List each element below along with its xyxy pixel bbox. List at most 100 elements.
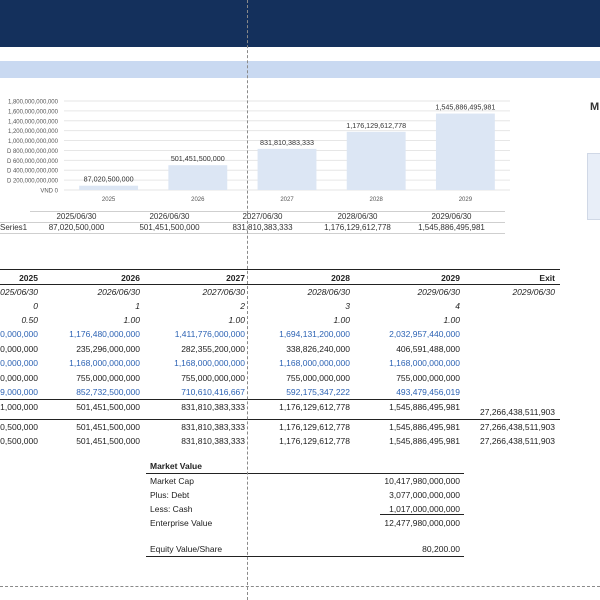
table-rule: [0, 399, 460, 400]
market-item-value: 1,017,000,000,000: [389, 504, 460, 514]
period-date: 2025/06/30: [0, 287, 38, 297]
year-header: 2026: [121, 273, 140, 283]
cash-flow-cell: 852,732,500,000: [76, 387, 140, 397]
table-rule: [0, 269, 560, 270]
exit-value: 27,266,438,511,903: [480, 407, 555, 417]
period-index: 2: [240, 301, 245, 311]
total-cell: 1,545,886,495,981: [389, 436, 460, 446]
cash-flow-cell: 1,168,000,000,000: [389, 358, 460, 368]
year-fraction: 1.00: [228, 315, 245, 325]
chart-table-date: 2025/06/30: [56, 212, 97, 221]
cash-flow-cell: 501,451,500,000: [76, 401, 140, 412]
data-label: 87,020,500,000: [84, 175, 134, 184]
side-panel-title: M: [590, 101, 600, 113]
period-index: 3: [345, 301, 350, 311]
year-header: Exit: [539, 273, 555, 283]
year-header: 2029: [441, 273, 460, 283]
period-date: 2029/06/30: [417, 287, 460, 297]
table-gridline: [0, 222, 505, 223]
cash-flow-cell: 755,000,000,000: [396, 372, 460, 383]
cash-flow-cell: 1,411,776,000,000: [174, 329, 245, 339]
chart-table-value: 1,176,129,612,778: [324, 223, 391, 232]
market-item-value: 10,417,980,000,000: [384, 476, 460, 486]
total-cell: 831,810,383,333: [181, 422, 245, 432]
header-banner: [0, 0, 600, 47]
year-header: 2025: [19, 273, 38, 283]
market-rule: [380, 514, 464, 515]
cash-flow-cell: 592,175,347,222: [286, 387, 350, 397]
bar: [79, 185, 139, 190]
cash-flow-cell: 755,000,000,000: [181, 372, 245, 383]
period-date: 2027/06/30: [202, 287, 245, 297]
x-tick-label: 2027: [280, 197, 294, 203]
year-header: 2027: [226, 273, 245, 283]
cash-flow-cell: 1,168,000,000,000: [174, 358, 245, 368]
period-date: 2029/06/30: [512, 287, 555, 297]
total-cell: 1,545,886,495,981: [389, 422, 460, 432]
market-rule: [146, 556, 464, 557]
data-label: 1,176,129,612,778: [346, 121, 406, 130]
chart-table-value: 1,545,886,495,981: [418, 223, 485, 232]
section-band: [0, 61, 600, 78]
chart-table-date: 2027/06/30: [242, 212, 283, 221]
cash-flow-cell: 1,176,129,612,778: [279, 401, 350, 412]
year-fraction: 1.00: [333, 315, 350, 325]
period-index: 1: [135, 301, 140, 311]
market-item-label: Less: Cash: [150, 504, 193, 514]
cash-flow-cell: 755,000,000,000: [286, 372, 350, 383]
cash-flow-cell: 710,610,416,667: [181, 387, 245, 397]
cash-flow-cell: 1,000,000: [0, 401, 38, 412]
chart-table-value: 501,451,500,000: [139, 223, 200, 232]
period-index: 4: [455, 301, 460, 311]
cash-flow-cell: 9,000,000: [0, 387, 38, 397]
cash-flow-cell: 1,168,000,000,000: [279, 358, 350, 368]
total-cell: 0,500,000: [0, 436, 38, 446]
bar: [257, 148, 317, 190]
bar: [168, 165, 228, 190]
cash-flow-cell: 1,168,000,000,000: [69, 358, 140, 368]
chart-table-date: 2028/06/30: [337, 212, 378, 221]
cash-flow-cell: 00,000,000: [0, 358, 38, 368]
cash-flow-cell: 1,545,886,495,981: [389, 401, 460, 412]
y-tick-label: 1,000,000,000,000: [8, 139, 59, 145]
market-item-label: Market Cap: [150, 476, 194, 486]
market-item-value: 3,077,000,000,000: [389, 490, 460, 500]
cash-flow-cell: 1,694,131,200,000: [279, 329, 350, 339]
total-cell: 1,176,129,612,778: [279, 436, 350, 446]
y-tick-label: 1,600,000,000,000: [8, 109, 59, 115]
equity-value: 80,200.00: [422, 544, 460, 554]
chart-table-date: 2026/06/30: [149, 212, 190, 221]
chart-table-value: 831,810,383,333: [232, 223, 293, 232]
cash-flow-cell: 00,000,000: [0, 343, 38, 354]
x-tick-label: 2028: [370, 197, 384, 203]
y-tick-label: 1,400,000,000,000: [8, 119, 59, 125]
y-tick-label: D 400,000,000,000: [7, 169, 59, 175]
y-tick-label: 1,200,000,000,000: [8, 129, 59, 135]
cash-flow-cell: 831,810,383,333: [181, 401, 245, 412]
series-label: Series1: [0, 223, 28, 232]
y-tick-label: D 200,000,000,000: [7, 179, 59, 185]
x-tick-label: 2025: [102, 197, 116, 203]
page-break-vertical: [247, 0, 248, 600]
market-value-title: Market Value: [150, 461, 202, 471]
y-tick-label: VND 0: [40, 189, 58, 195]
total-cell: 0,500,000: [0, 422, 38, 432]
period-date: 2026/06/30: [97, 287, 140, 297]
cash-flow-cell: 493,479,456,019: [396, 387, 460, 397]
total-cell: 27,266,438,511,903: [480, 436, 555, 446]
table-rule: [0, 284, 560, 285]
market-item-label: Plus: Debt: [150, 490, 190, 500]
total-cell: 501,451,500,000: [76, 436, 140, 446]
total-cell: 27,266,438,511,903: [480, 422, 555, 432]
side-chart-fragment: [587, 153, 600, 220]
page-break-horizontal: [0, 586, 600, 587]
period-index: 0: [33, 301, 38, 311]
data-label: 1,545,886,495,981: [435, 103, 495, 112]
x-tick-label: 2026: [191, 197, 205, 203]
data-label: 501,451,500,000: [171, 154, 225, 163]
y-tick-label: 1,800,000,000,000: [8, 100, 59, 106]
cash-flow-cell: 338,826,240,000: [286, 343, 350, 354]
market-item-value: 12,477,980,000,000: [384, 518, 460, 528]
year-fraction: 1.00: [123, 315, 140, 325]
year-fraction: 0.50: [21, 315, 38, 325]
